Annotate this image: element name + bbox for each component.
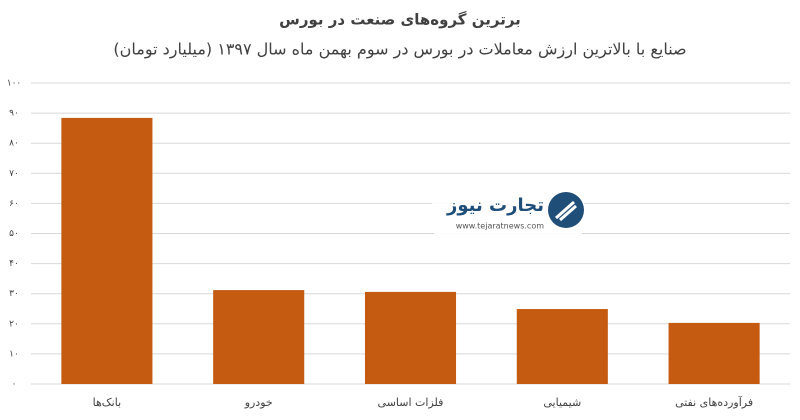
logo-url: www.tejaratnews.com xyxy=(456,222,544,231)
x-tick-label: شیمیایی xyxy=(543,396,581,409)
y-tick-label: ۱۰۰ xyxy=(7,79,22,89)
bar xyxy=(364,291,457,384)
logo-box xyxy=(432,186,584,236)
logo-mark xyxy=(555,200,577,222)
y-tick-label: ۱۰ xyxy=(9,349,19,359)
x-tick-label: بانک‌ها xyxy=(93,396,121,409)
logo: تجارت نیوز www.tejaratnews.com xyxy=(432,186,584,236)
bar xyxy=(516,309,608,384)
x-tick-label: فرآورده‌های نفتی xyxy=(675,395,753,409)
y-tick-label: ۶۰ xyxy=(9,199,19,209)
bar xyxy=(213,290,305,384)
y-tick-label: ۴۰ xyxy=(9,259,19,269)
chart-subtitle: صنایع با بالاترین ارزش معاملات در بورس د… xyxy=(113,40,686,60)
chart-title: برترین گروه‌های صنعت در بورس xyxy=(279,11,521,29)
logo-text: تجارت نیوز xyxy=(446,195,544,216)
y-tick-label: ۳۰ xyxy=(9,289,19,299)
bar xyxy=(668,322,760,384)
y-tick-label: ۵۰ xyxy=(9,229,19,239)
y-tick-label: ۲۰ xyxy=(9,319,19,329)
y-tick-label: ۰ xyxy=(12,380,17,390)
bar xyxy=(61,117,153,384)
x-tick-label: فلزات اساسی xyxy=(378,396,444,409)
y-tick-label: ۸۰ xyxy=(9,139,19,149)
y-tick-label: ۷۰ xyxy=(9,169,19,179)
x-tick-label: خودرو xyxy=(244,396,273,409)
y-tick-label: ۹۰ xyxy=(9,109,19,119)
